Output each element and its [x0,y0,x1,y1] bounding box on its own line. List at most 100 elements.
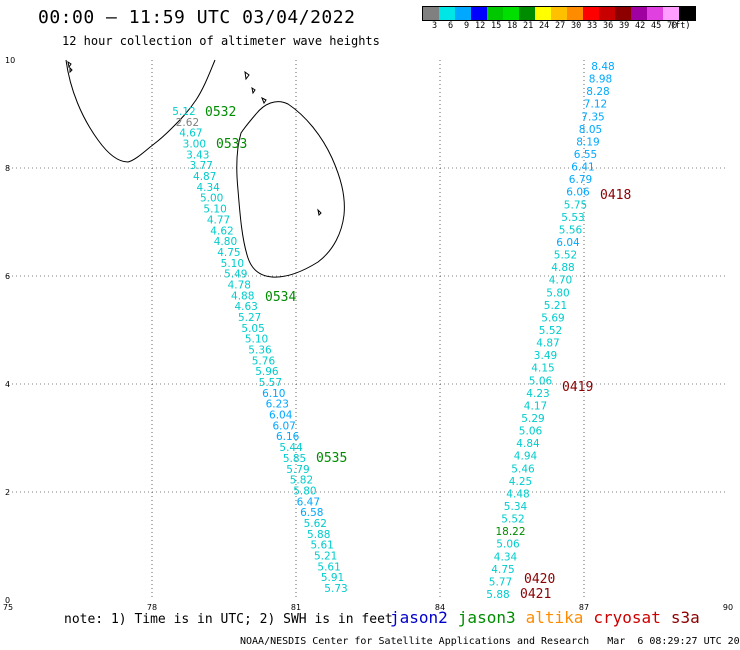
legend-swatch [599,7,615,20]
coastline-islet [261,96,267,105]
y-tick-label: 4 [5,380,10,389]
track1-swh-label: 4.63 [234,301,257,313]
track2-swh-label: 7.12 [584,99,607,111]
sri-lanka-coastline [236,101,345,278]
legend-label: 45 [651,21,662,31]
track2-swh-label: 4.15 [531,363,554,375]
track2-swh-label: 5.53 [561,212,584,224]
x-tick-label: 75 [3,603,13,612]
legend-label: 33 [587,21,598,31]
track1-swh-label: 6.58 [300,507,323,519]
track1-swh-label: 4.34 [196,182,220,194]
time-label: 0533 [216,137,247,152]
track1-swh-label: 6.10 [262,388,285,400]
track1-swh-label: 4.80 [214,236,237,248]
track1-swh-label: 4.77 [207,214,230,226]
track1-swh-label: 5.96 [255,366,279,378]
time-label: 0532 [205,105,236,120]
track1-swh-label: 5.80 [293,485,316,497]
coastline-islet [244,70,250,81]
track1-swh-label: 5.49 [224,269,247,281]
coastline-islet [251,86,256,95]
coastline-islet [67,60,72,69]
track2-swh-label: 6.04 [556,237,580,249]
legend-swatch [487,7,503,20]
units-note: note: 1) Time is in UTC; 2) SWH is in fe… [64,612,393,627]
legend-label: 42 [635,21,646,31]
track1-swh-label: 5.44 [279,442,303,454]
legend-swatch [551,7,567,20]
track2-swh-label: 4.25 [509,476,532,488]
legend-swatch [567,7,583,20]
track2-swh-label: 8.98 [589,74,612,86]
track1-swh-label: 3.77 [190,160,213,172]
track2-swh-label: 4.48 [506,488,529,500]
track2-swh-label: 5.52 [501,514,524,526]
legend-swatch [663,7,679,20]
satellite-cryosat: cryosat [593,608,661,627]
x-tick-label: 81 [291,603,301,612]
axis-tick-labels: 75 78 81 84 87 90 0 2 4 6 8 10 [3,56,733,612]
track2-swh-label: 5.56 [559,224,583,236]
coastline-islet [317,208,322,217]
legend-swatch [631,7,647,20]
legend-swatch [583,7,599,20]
track1-swh-label: 5.10 [221,258,244,270]
time-label: 0534 [265,290,296,305]
track2-swh-label: 5.46 [511,463,535,475]
track2-swh-label: 6.55 [574,149,597,161]
track1-swh-label: 6.04 [269,410,293,422]
satellite-altika: altika [525,608,584,627]
track2-swh-label: 5.29 [521,413,544,425]
track2-swh-label: 3.49 [534,350,557,362]
track2-swh-label: 6.41 [571,162,594,174]
time-label: 0421 [520,587,551,602]
track2-swh-label: 8.19 [576,136,599,148]
legend-label: 3 [432,21,438,31]
track1-swh-label: 6.47 [297,496,320,508]
track1-swh-label: 5.21 [314,550,337,562]
wave-height-tracks: 5.122.624.673.003.433.774.874.345.005.10… [172,61,631,602]
legend-label: 70 [667,21,678,31]
legend-swatch [455,7,471,20]
track2-swh-label: 5.88 [486,589,509,601]
track2-swh-label: 5.77 [489,576,512,588]
track2-swh-label: 4.17 [524,400,547,412]
legend-swatch [439,7,455,20]
y-tick-label: 0 [5,596,10,605]
track1-swh-label: 4.62 [210,225,233,237]
track1-swh-label: 5.10 [245,334,268,346]
track2-swh-label: 8.05 [579,124,602,136]
track2-swh-label: 5.06 [496,539,520,551]
india-coastline [65,59,216,163]
track2-swh-label: 4.94 [514,451,538,463]
legend-label: 30 [571,21,582,31]
track1-swh-label: 5.62 [304,518,327,530]
track1-swh-label: 5.82 [290,475,313,487]
track1-swh-label: 5.85 [283,453,306,465]
legend-label: 6 [448,21,454,31]
legend-label: 12 [475,21,486,31]
x-tick-label: 84 [435,603,445,612]
track2-swh-label: 6.79 [569,174,592,186]
track1-swh-label: 4.88 [231,290,254,302]
track1-swh-label: 6.16 [276,431,300,443]
time-label: 0419 [562,380,593,395]
track1-swh-label: 5.76 [252,355,276,367]
satellite-s3a: s3a [670,608,700,627]
coastline [65,59,345,278]
track2-swh-label: 4.23 [526,388,549,400]
legend-label: 9 [464,21,470,31]
track2-swh-label: 4.88 [551,262,574,274]
track1-swh-label: 5.79 [286,464,309,476]
legend-swatch [423,7,439,20]
legend-label: 27 [555,21,566,31]
track1-swh-label: 5.88 [307,529,330,541]
track2-swh-label: 8.48 [591,61,614,73]
credit-line: NOAA/NESDIS Center for Satellite Applica… [240,636,740,647]
color-legend-bar [422,6,696,21]
legend-label: 36 [603,21,614,31]
track2-swh-label: 18.22 [495,526,525,538]
track1-swh-label: 5.57 [259,377,282,389]
